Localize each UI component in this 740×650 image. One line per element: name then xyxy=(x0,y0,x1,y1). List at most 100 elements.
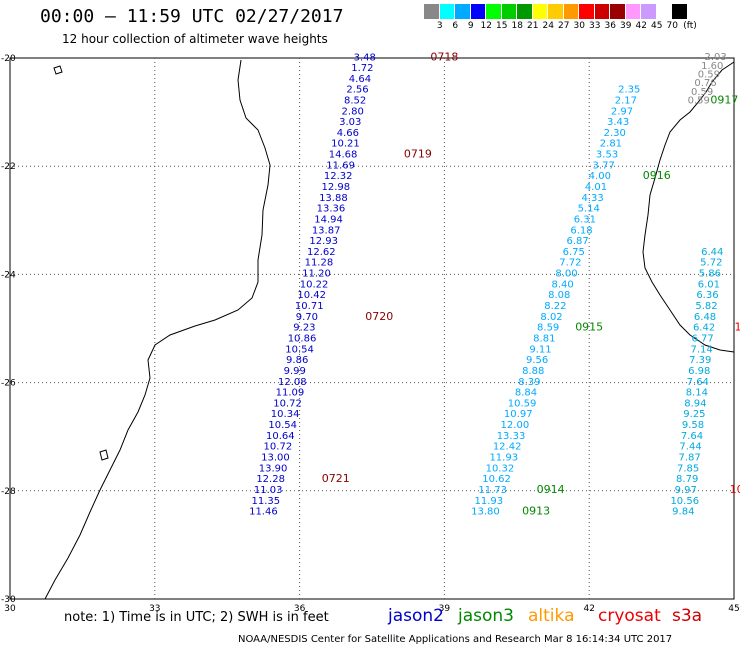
wave-height-label: 0.59 xyxy=(691,87,713,98)
wave-height-label: 8.22 xyxy=(544,301,566,312)
lat-tick-label: -20 xyxy=(1,54,16,64)
wave-height-label: 6.98 xyxy=(688,366,710,377)
wave-height-label: 4.64 xyxy=(349,74,371,85)
wave-height-label: 13.80 xyxy=(471,507,500,518)
legend-label: 21 xyxy=(527,21,539,31)
wave-height-label: 10.21 xyxy=(331,139,360,150)
wave-height-label: 14.68 xyxy=(329,150,358,161)
wave-height-label: 10.42 xyxy=(297,290,326,301)
legend-swatch xyxy=(532,4,548,19)
wave-height-label: 8.02 xyxy=(540,312,562,323)
legend-swatch xyxy=(672,4,688,19)
wave-height-label: 2.81 xyxy=(600,139,622,150)
wave-height-label: 7.64 xyxy=(687,377,709,388)
legend-swatch xyxy=(610,4,626,19)
legend-labels: 3 6 9 12 15 18 21 24 27 30 33 36 39 42 45 70 (ft) xyxy=(424,21,700,31)
wave-height-label: 8.59 xyxy=(537,323,559,334)
legend-label: 39 xyxy=(620,21,632,31)
map-title: 00:00 – 11:59 UTC 02/27/2017 xyxy=(40,6,344,27)
legend-label: 36 xyxy=(604,21,616,31)
pass-time-label: 0718 xyxy=(430,51,458,64)
wave-height-label: 10.59 xyxy=(508,398,537,409)
wave-height-label: 11.93 xyxy=(474,496,503,507)
satellite-legend-cryosat: cryosat xyxy=(598,606,661,626)
track-altika: 2.031.600.590.760.590.59 xyxy=(688,52,727,106)
wave-height-label: 10.71 xyxy=(295,301,324,312)
lat-tick-label: -24 xyxy=(1,270,16,280)
pass-time-label: 0720 xyxy=(365,310,393,323)
wave-height-label: 10.86 xyxy=(288,333,317,344)
axis-tick-labels: 30 33 36 39 42 45 -20 -22 -24 -26 -28 -30 xyxy=(1,54,740,614)
wave-height-label: 6.42 xyxy=(693,323,715,334)
track-cryosat: 9.8410.569.978.797.857.877.447.649.589.2… xyxy=(670,247,740,518)
lat-tick-label: -28 xyxy=(1,487,16,497)
wave-height-label: 10.97 xyxy=(504,409,533,420)
legend-label: 45 xyxy=(651,21,663,31)
altimeter-tracks: 3.481.724.642.568.522.803.034.6610.2114.… xyxy=(249,51,740,518)
lon-tick-label: 30 xyxy=(4,604,16,614)
legend-swatch xyxy=(594,4,610,19)
legend-swatch xyxy=(579,4,595,19)
wave-height-label: 11.69 xyxy=(326,160,355,171)
wave-height-label: 10.34 xyxy=(271,409,300,420)
map-subtitle: 12 hour collection of altimeter wave hei… xyxy=(62,32,328,46)
wave-height-label: 3.48 xyxy=(354,53,376,64)
pass-time-label: 0913 xyxy=(522,505,550,518)
wave-height-label: 5.72 xyxy=(700,258,722,269)
wave-height-label: 11.20 xyxy=(302,269,331,280)
track-jason2: 3.481.724.642.568.522.803.034.6610.2114.… xyxy=(249,51,458,518)
wave-height-label: 8.84 xyxy=(515,388,537,399)
wave-height-label: 10.22 xyxy=(300,279,329,290)
wave-height-label: 10.56 xyxy=(670,496,699,507)
legend-unit: (ft) xyxy=(683,21,697,31)
wave-height-label: 3.43 xyxy=(607,117,629,128)
wave-height-label: 13.90 xyxy=(259,463,288,474)
wave-height-label: 0.59 xyxy=(688,95,710,106)
legend-swatches xyxy=(424,4,700,19)
wave-height-label: 1.60 xyxy=(701,61,723,72)
wave-height-label: 8.08 xyxy=(548,290,570,301)
wave-height-label: 7.44 xyxy=(679,442,701,453)
wave-height-label: 0.76 xyxy=(694,78,716,89)
wave-height-label: 11.35 xyxy=(251,496,280,507)
wave-height-label: 11.93 xyxy=(489,453,518,464)
legend-label: 42 xyxy=(635,21,647,31)
legend-label: 18 xyxy=(511,21,523,31)
satellite-legend-jason2: jason2 xyxy=(388,606,444,626)
legend-label: 27 xyxy=(558,21,570,31)
lon-tick-label: 33 xyxy=(149,604,160,614)
color-legend: 3 6 9 12 15 18 21 24 27 30 33 36 39 42 45 70 (ft) xyxy=(424,4,700,31)
wave-height-label: 13.88 xyxy=(319,193,348,204)
wave-height-label: 12.42 xyxy=(493,442,522,453)
wave-height-label: 7.87 xyxy=(678,453,700,464)
wave-height-label: 8.39 xyxy=(518,377,540,388)
wave-height-label: 13.87 xyxy=(312,225,341,236)
legend-swatch xyxy=(625,4,641,19)
wave-height-label: 4.33 xyxy=(581,193,603,204)
legend-label: 24 xyxy=(542,21,554,31)
legend-label: 12 xyxy=(480,21,492,31)
wave-height-label: 9.11 xyxy=(529,344,551,355)
wave-height-label: 10.32 xyxy=(486,463,515,474)
wave-height-label: 11.73 xyxy=(478,485,507,496)
wave-height-label: 2.97 xyxy=(611,106,633,117)
wave-height-label: 3.53 xyxy=(596,150,618,161)
wave-height-label: 14.94 xyxy=(314,214,343,225)
wave-height-label: 4.00 xyxy=(589,171,611,182)
track-jason3: 13.8011.9311.7310.6210.3211.9312.4213.33… xyxy=(471,85,738,518)
africa-coastline xyxy=(44,59,271,600)
wave-height-label: 11.46 xyxy=(249,507,278,518)
wave-height-label: 10.62 xyxy=(482,474,511,485)
wave-height-label: 2.56 xyxy=(346,85,368,96)
legend-swatch xyxy=(548,4,564,19)
legend-label: 6 xyxy=(452,21,459,31)
wave-height-label: 13.33 xyxy=(497,431,526,442)
wave-height-label: 4.66 xyxy=(337,128,359,139)
wave-height-label: 6.77 xyxy=(691,333,713,344)
wave-height-label: 8.40 xyxy=(552,279,574,290)
pass-time-label: 1017 xyxy=(730,483,740,496)
wave-height-label: 2.03 xyxy=(705,52,727,63)
wave-height-label: 12.62 xyxy=(307,247,336,258)
pass-time-label: 0916 xyxy=(643,169,671,182)
